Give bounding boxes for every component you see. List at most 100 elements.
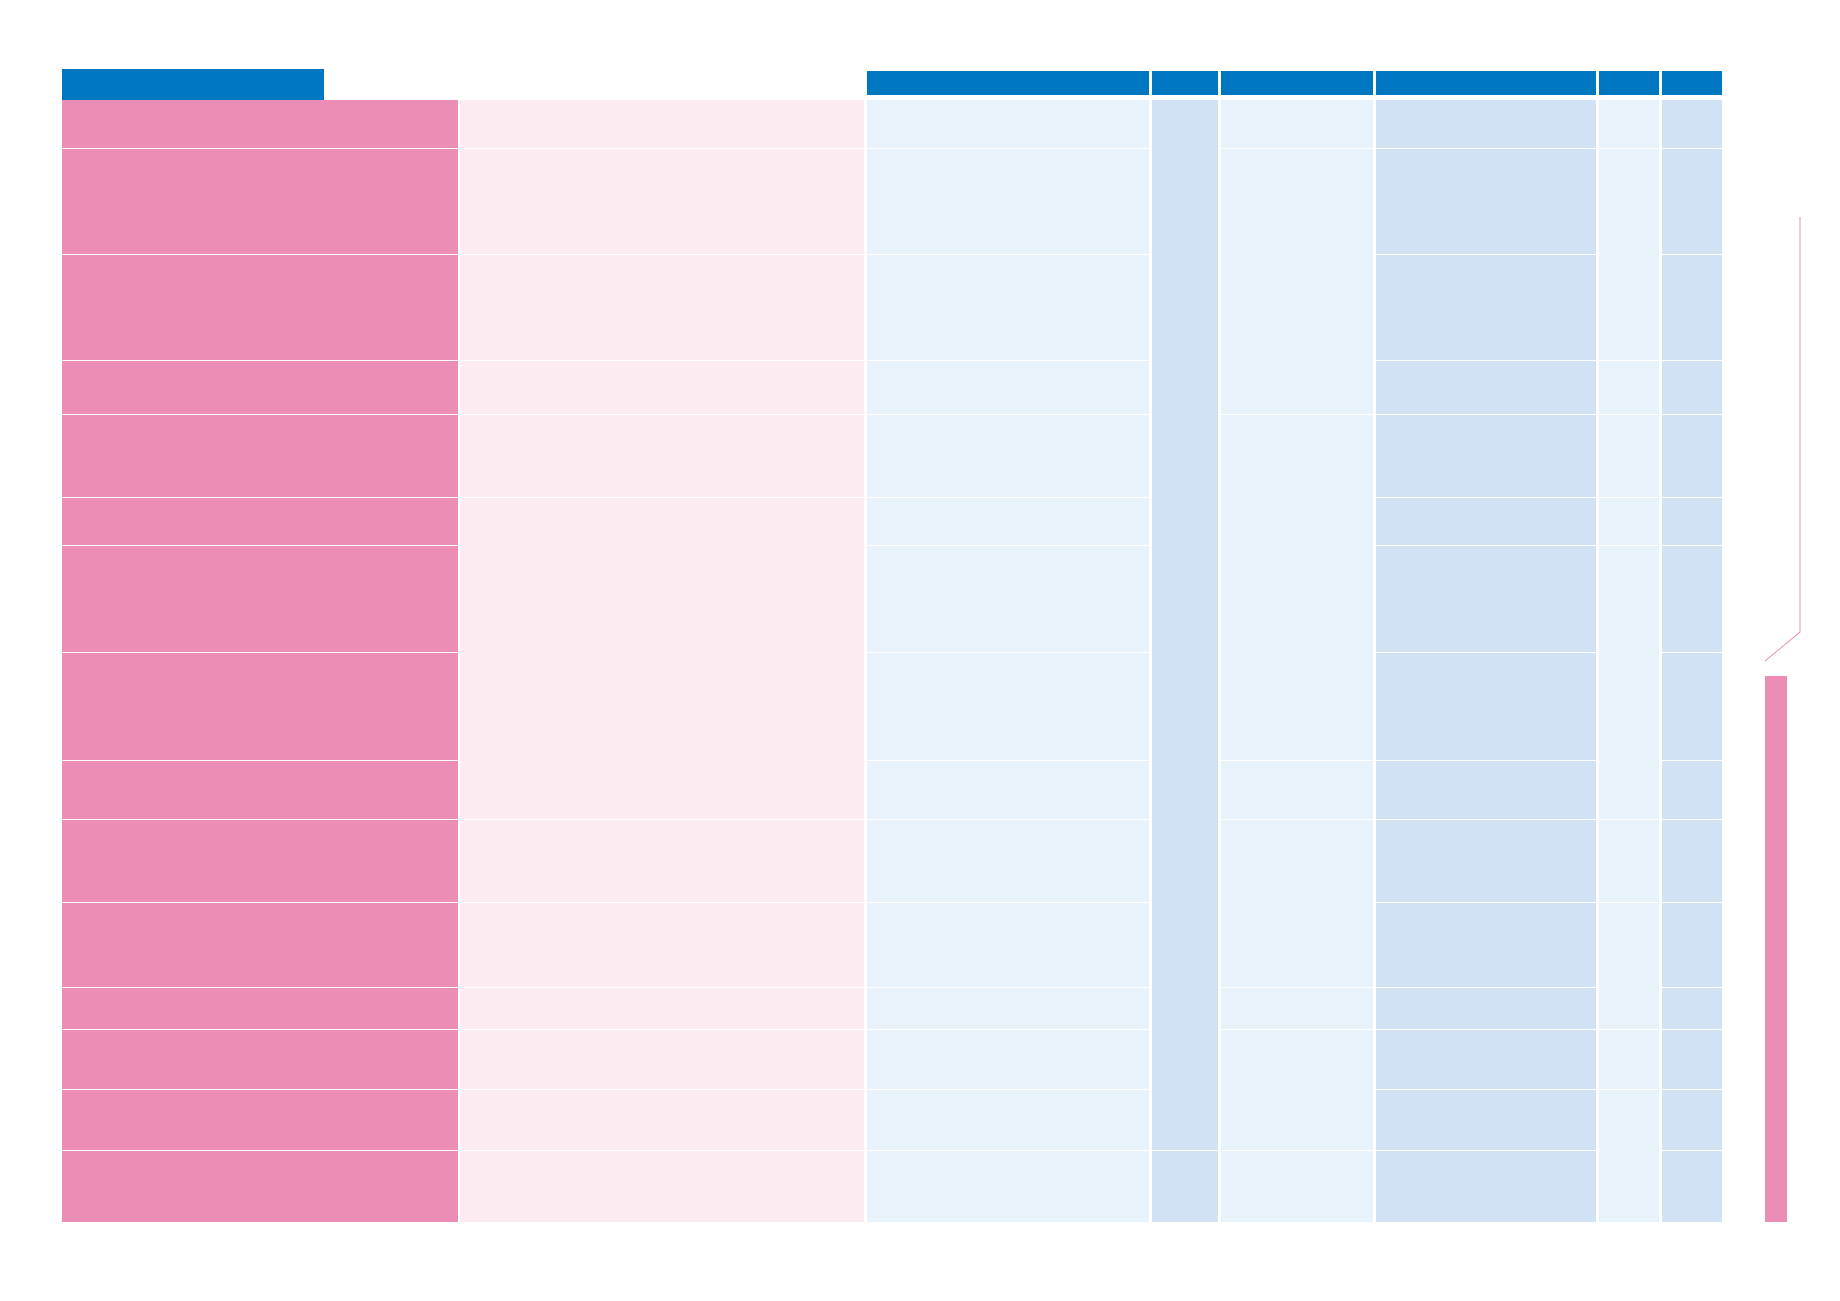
column-header-6 — [1662, 71, 1722, 95]
data-col4-divider-2 — [1376, 254, 1596, 255]
data-col4-divider-4 — [1376, 414, 1596, 415]
data-col6-divider-2 — [1662, 254, 1722, 255]
data-col5-divider-4 — [1599, 497, 1659, 498]
detail-divider-10 — [460, 1089, 864, 1090]
row-divider-12 — [62, 1029, 458, 1030]
data-divider-9 — [867, 819, 1149, 820]
data-col4-divider-5 — [1376, 497, 1596, 498]
data-col4-divider-7 — [1376, 652, 1596, 653]
detail-divider-3 — [460, 360, 864, 361]
data-col4-divider-11 — [1376, 987, 1596, 988]
data-col4-divider-12 — [1376, 1029, 1596, 1030]
row-divider-5 — [62, 497, 458, 498]
detail-divider-6 — [460, 819, 864, 820]
data-col4-divider-1 — [1376, 148, 1596, 149]
detail-divider-5 — [460, 497, 864, 498]
data-divider-3 — [867, 360, 1149, 361]
data-col4-divider-3 — [1376, 360, 1596, 361]
data-column-2 — [1152, 100, 1218, 1222]
data-col3-divider-6 — [1221, 1029, 1373, 1030]
data-col3-divider-7 — [1221, 1150, 1373, 1151]
data-col3-divider-5 — [1221, 987, 1373, 988]
data-col4-divider-10 — [1376, 902, 1596, 903]
detail-divider-8 — [460, 987, 864, 988]
row-divider-14 — [62, 1150, 458, 1151]
row-divider-11 — [62, 987, 458, 988]
data-col3-divider-2 — [1221, 414, 1373, 415]
data-column-6 — [1662, 100, 1722, 1222]
data-col5-divider-2 — [1599, 360, 1659, 361]
data-divider-13 — [867, 1089, 1149, 1090]
column-header-1 — [867, 71, 1149, 95]
data-column-3 — [1221, 100, 1373, 1222]
data-col3-divider-3 — [1221, 760, 1373, 761]
data-col6-divider-1 — [1662, 148, 1722, 149]
data-col2-divider-1 — [1152, 1150, 1218, 1151]
data-divider-1 — [867, 148, 1149, 149]
data-divider-6 — [867, 545, 1149, 546]
detail-divider-11 — [460, 1150, 864, 1151]
data-divider-7 — [867, 652, 1149, 653]
row-divider-4 — [62, 414, 458, 415]
column-header-2 — [1152, 71, 1218, 95]
data-divider-5 — [867, 497, 1149, 498]
detail-divider-7 — [460, 902, 864, 903]
data-col6-divider-9 — [1662, 819, 1722, 820]
data-col6-divider-6 — [1662, 545, 1722, 546]
data-column-4 — [1376, 100, 1596, 1222]
data-column-5 — [1599, 100, 1659, 1222]
row-divider-1 — [62, 148, 458, 149]
row-divider-7 — [62, 652, 458, 653]
data-col6-divider-4 — [1662, 414, 1722, 415]
data-col6-divider-5 — [1662, 497, 1722, 498]
data-col5-divider-8 — [1599, 1029, 1659, 1030]
data-divider-12 — [867, 1029, 1149, 1030]
column-header-4 — [1376, 71, 1596, 95]
detail-divider-4 — [460, 414, 864, 415]
data-divider-10 — [867, 902, 1149, 903]
side-panel-outline — [1765, 217, 1801, 662]
row-divider-13 — [62, 1089, 458, 1090]
data-col6-divider-3 — [1662, 360, 1722, 361]
detail-divider-9 — [460, 1029, 864, 1030]
data-col3-divider-1 — [1221, 148, 1373, 149]
data-divider-8 — [867, 760, 1149, 761]
row-divider-3 — [62, 360, 458, 361]
row-divider-6 — [62, 545, 458, 546]
row-divider-2 — [62, 254, 458, 255]
detail-divider-2 — [460, 254, 864, 255]
data-col4-divider-13 — [1376, 1089, 1596, 1090]
data-col6-divider-14 — [1662, 1150, 1722, 1151]
side-accent-bar — [1765, 676, 1787, 1222]
data-col4-divider-8 — [1376, 760, 1596, 761]
data-col3-divider-4 — [1221, 819, 1373, 820]
data-col5-divider-7 — [1599, 902, 1659, 903]
data-col4-divider-9 — [1376, 819, 1596, 820]
data-col6-divider-10 — [1662, 902, 1722, 903]
data-col5-divider-6 — [1599, 819, 1659, 820]
data-col6-divider-8 — [1662, 760, 1722, 761]
data-col6-divider-7 — [1662, 652, 1722, 653]
column-header-5 — [1599, 71, 1659, 95]
data-divider-2 — [867, 254, 1149, 255]
data-col6-divider-11 — [1662, 987, 1722, 988]
data-col6-divider-13 — [1662, 1089, 1722, 1090]
data-divider-14 — [867, 1150, 1149, 1151]
row-divider-8 — [62, 760, 458, 761]
row-divider-10 — [62, 902, 458, 903]
data-col5-divider-3 — [1599, 414, 1659, 415]
data-divider-11 — [867, 987, 1149, 988]
row-label-column — [62, 100, 458, 1222]
data-col5-divider-9 — [1599, 1089, 1659, 1090]
column-header-3 — [1221, 71, 1373, 95]
data-col6-divider-12 — [1662, 1029, 1722, 1030]
data-col4-divider-6 — [1376, 545, 1596, 546]
data-divider-4 — [867, 414, 1149, 415]
data-col5-divider-1 — [1599, 148, 1659, 149]
data-col4-divider-14 — [1376, 1150, 1596, 1151]
detail-divider-1 — [460, 148, 864, 149]
row-divider-9 — [62, 819, 458, 820]
data-col5-divider-5 — [1599, 545, 1659, 546]
title-tab — [62, 69, 324, 100]
